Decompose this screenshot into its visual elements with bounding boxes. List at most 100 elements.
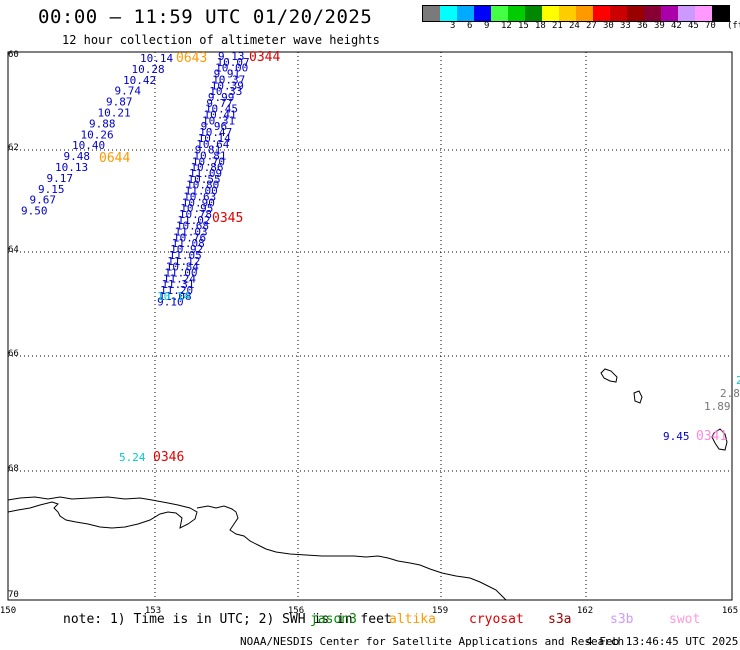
wave-height-label: 9.96 xyxy=(201,120,228,133)
wave-height-label: 1.89 xyxy=(704,400,731,413)
credit-line: NOAA/NESDIS Center for Satellite Applica… xyxy=(240,635,625,648)
latitude-label: 64 xyxy=(8,245,19,255)
colorbar-label: 21 xyxy=(552,21,563,31)
wave-height-label: 9.67 xyxy=(30,194,57,207)
wave-height-label: 10.14 xyxy=(157,290,190,303)
map-frame xyxy=(7,51,733,601)
wave-height-colorbar xyxy=(422,5,730,22)
wave-height-label: 9.13 xyxy=(218,50,245,63)
map-border xyxy=(7,51,733,601)
colorbar-unit: (ft) xyxy=(727,21,740,31)
wave-height-label: 10.39 xyxy=(211,79,244,92)
latitude-label: 68 xyxy=(8,464,19,474)
wave-height-label: 10.42 xyxy=(123,74,156,87)
colorbar-swatch xyxy=(661,6,678,21)
wave-height-label: 9.10 xyxy=(157,296,184,309)
colorbar-label: 45 xyxy=(688,21,699,31)
colorbar-swatch xyxy=(474,6,491,21)
colorbar-swatch xyxy=(525,6,542,21)
colorbar-swatch xyxy=(593,6,610,21)
units-note: note: 1) Time is in UTC; 2) SWH is in fe… xyxy=(63,612,392,627)
wave-height-label: 11.31 xyxy=(161,278,194,291)
colorbar-swatch xyxy=(542,6,559,21)
wave-height-label: 10.64 xyxy=(196,138,229,151)
generated-timestamp: 4 Feb 13:46:45 UTC 2025 xyxy=(586,635,739,648)
colorbar-label: 18 xyxy=(535,21,546,31)
colorbar-label: 39 xyxy=(654,21,665,31)
wave-height-label: 11.20 xyxy=(160,284,193,297)
colorbar-label: 42 xyxy=(671,21,682,31)
mainland-coast-east xyxy=(196,505,507,601)
pass-time-label: 0644 xyxy=(99,151,130,166)
colorbar-swatch xyxy=(508,6,525,21)
longitude-label: 153 xyxy=(145,606,161,616)
colorbar-label: 3 xyxy=(450,21,456,31)
wave-height-label: 11.02 xyxy=(177,214,210,227)
wave-height-label: 10.45 xyxy=(205,103,238,116)
wave-height-label: 9.50 xyxy=(21,205,48,218)
pass-time-label: 0643 xyxy=(176,51,207,66)
wave-height-label: 10.31 xyxy=(202,114,235,127)
wave-height-label: 9.45 xyxy=(663,430,690,443)
wave-height-label: 10.14 xyxy=(198,132,231,145)
island-3 xyxy=(711,428,728,451)
colorbar-swatch xyxy=(457,6,474,21)
wave-height-label: 10.90 xyxy=(182,196,215,209)
wave-height-label: 10.70 xyxy=(192,155,225,168)
longitude-label: 159 xyxy=(432,606,448,616)
longitude-label: 156 xyxy=(288,606,304,616)
wave-height-label: 9.81 xyxy=(195,144,222,157)
colorbar-label: 9 xyxy=(484,21,490,31)
latitude-label: 60 xyxy=(8,50,19,60)
colorbar-label: 36 xyxy=(637,21,648,31)
wave-height-label: 10.41 xyxy=(204,109,237,122)
colorbar-label: 15 xyxy=(518,21,529,31)
colorbar-swatch xyxy=(644,6,661,21)
mission-jason3: jason3 xyxy=(310,612,357,627)
colorbar-label: 27 xyxy=(586,21,597,31)
wave-height-label: 9.88 xyxy=(89,117,116,130)
wave-height-label: 10.55 xyxy=(188,173,221,186)
colorbar-swatch xyxy=(695,6,712,21)
wave-height-label: 10.95 xyxy=(180,202,213,215)
wave-height-label: 2 xyxy=(736,374,740,387)
mission-s3a: s3a xyxy=(548,612,572,627)
latitude-label: 66 xyxy=(8,349,19,359)
wave-height-label: 10.40 xyxy=(72,139,105,152)
wave-height-label: 9.91 xyxy=(214,68,241,81)
wave-height-label: 2.85 xyxy=(720,387,740,400)
longitude-label: 162 xyxy=(577,606,593,616)
wave-height-label: 9.99 xyxy=(208,91,235,104)
colorbar-swatch xyxy=(559,6,576,21)
island-1 xyxy=(600,368,618,383)
wave-height-label: 11.03 xyxy=(175,226,208,239)
colorbar-swatch xyxy=(491,6,508,21)
latitude-label: 70 xyxy=(8,590,19,600)
wave-height-label: 10.63 xyxy=(183,190,216,203)
colorbar-swatch xyxy=(712,6,729,21)
wave-height-label: 9.17 xyxy=(47,172,74,185)
wave-height-label: 10.21 xyxy=(98,107,131,120)
wave-height-label: 10.86 xyxy=(190,161,223,174)
mission-s3b: s3b xyxy=(610,612,634,627)
wave-height-label: 10.80 xyxy=(186,179,219,192)
colorbar-swatch xyxy=(423,6,440,21)
wave-height-label: 11.08 xyxy=(159,290,192,303)
wave-height-label: 9.48 xyxy=(64,150,91,163)
colorbar-label: 12 xyxy=(501,21,512,31)
wave-height-label: 10.13 xyxy=(55,161,88,174)
wave-height-label: 11.08 xyxy=(172,237,205,250)
wave-height-label: 11.09 xyxy=(189,167,222,180)
pass-time-label: 0345 xyxy=(212,211,243,226)
wave-height-label: 10.81 xyxy=(193,149,226,162)
colorbar-label: 70 xyxy=(705,21,716,31)
mission-swot: swot xyxy=(669,612,701,627)
coastline xyxy=(7,368,728,601)
wave-height-label: 11.12 xyxy=(167,255,200,268)
colorbar-label: 6 xyxy=(467,21,473,31)
pass-time-label: 0341 xyxy=(696,429,727,444)
wave-height-label: 9.74 xyxy=(115,85,142,98)
wave-height-label: 10.47 xyxy=(199,126,232,139)
